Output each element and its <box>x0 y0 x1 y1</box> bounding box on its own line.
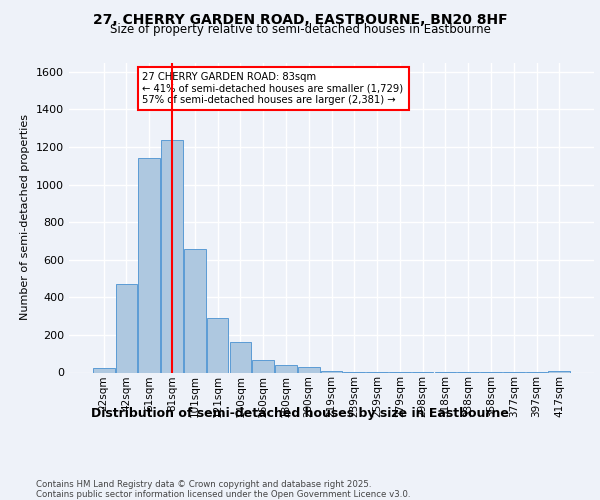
Text: Size of property relative to semi-detached houses in Eastbourne: Size of property relative to semi-detach… <box>110 22 490 36</box>
Bar <box>298 367 320 372</box>
Y-axis label: Number of semi-detached properties: Number of semi-detached properties <box>20 114 31 320</box>
Text: 27, CHERRY GARDEN ROAD, EASTBOURNE, BN20 8HF: 27, CHERRY GARDEN ROAD, EASTBOURNE, BN20… <box>92 12 508 26</box>
Bar <box>230 342 251 372</box>
Text: Contains HM Land Registry data © Crown copyright and database right 2025.
Contai: Contains HM Land Registry data © Crown c… <box>36 480 410 499</box>
Bar <box>161 140 183 372</box>
Bar <box>139 158 160 372</box>
Bar <box>207 318 229 372</box>
Bar <box>116 284 137 372</box>
Bar <box>93 368 115 372</box>
Bar <box>275 365 297 372</box>
Bar <box>253 360 274 372</box>
Bar <box>548 371 570 372</box>
Bar <box>184 248 206 372</box>
Text: 27 CHERRY GARDEN ROAD: 83sqm
← 41% of semi-detached houses are smaller (1,729)
5: 27 CHERRY GARDEN ROAD: 83sqm ← 41% of se… <box>143 72 404 105</box>
Text: Distribution of semi-detached houses by size in Eastbourne: Distribution of semi-detached houses by … <box>91 408 509 420</box>
Bar <box>320 370 343 372</box>
